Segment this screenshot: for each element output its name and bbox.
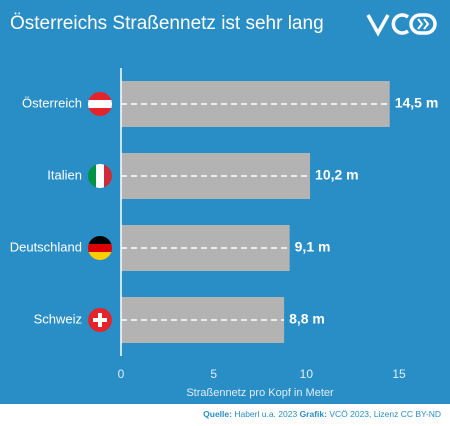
- source: Haberl u.a. 2023: [234, 409, 297, 419]
- x-tick-label: 0: [118, 367, 125, 381]
- x-axis-label: Straßennetz pro Kopf in Meter: [186, 387, 334, 399]
- flag-switzerland: [88, 308, 112, 332]
- flag-germany: [88, 236, 112, 260]
- value-label: 10,2 m: [315, 167, 359, 183]
- flag-austria: [88, 92, 112, 116]
- footer: Quelle: Haberl u.a. 2023 Grafik: VCÖ 202…: [203, 409, 441, 419]
- graphic-label: Grafik:: [300, 409, 328, 419]
- source-label: Quelle:: [203, 409, 232, 419]
- background: [0, 0, 450, 404]
- value-label: 8,8 m: [289, 311, 325, 327]
- x-tick-label: 15: [392, 367, 406, 381]
- y-tick-label: Italien: [47, 167, 82, 182]
- y-tick-label: Deutschland: [10, 239, 82, 254]
- footer-band: [0, 404, 450, 426]
- value-label: 9,1 m: [295, 239, 331, 255]
- value-label: 14,5 m: [395, 95, 439, 111]
- y-tick-label: Schweiz: [34, 311, 82, 326]
- logo: [366, 13, 437, 37]
- chart-title: Österreichs Straßennetz ist sehr lang: [10, 13, 324, 34]
- graphic: VCÖ 2023, Lizenz CC BY-ND: [329, 409, 441, 419]
- x-tick-label: 10: [300, 367, 314, 381]
- x-tick-label: 5: [210, 367, 217, 381]
- flag-italy: [88, 164, 112, 188]
- y-tick-label: Österreich: [22, 95, 82, 110]
